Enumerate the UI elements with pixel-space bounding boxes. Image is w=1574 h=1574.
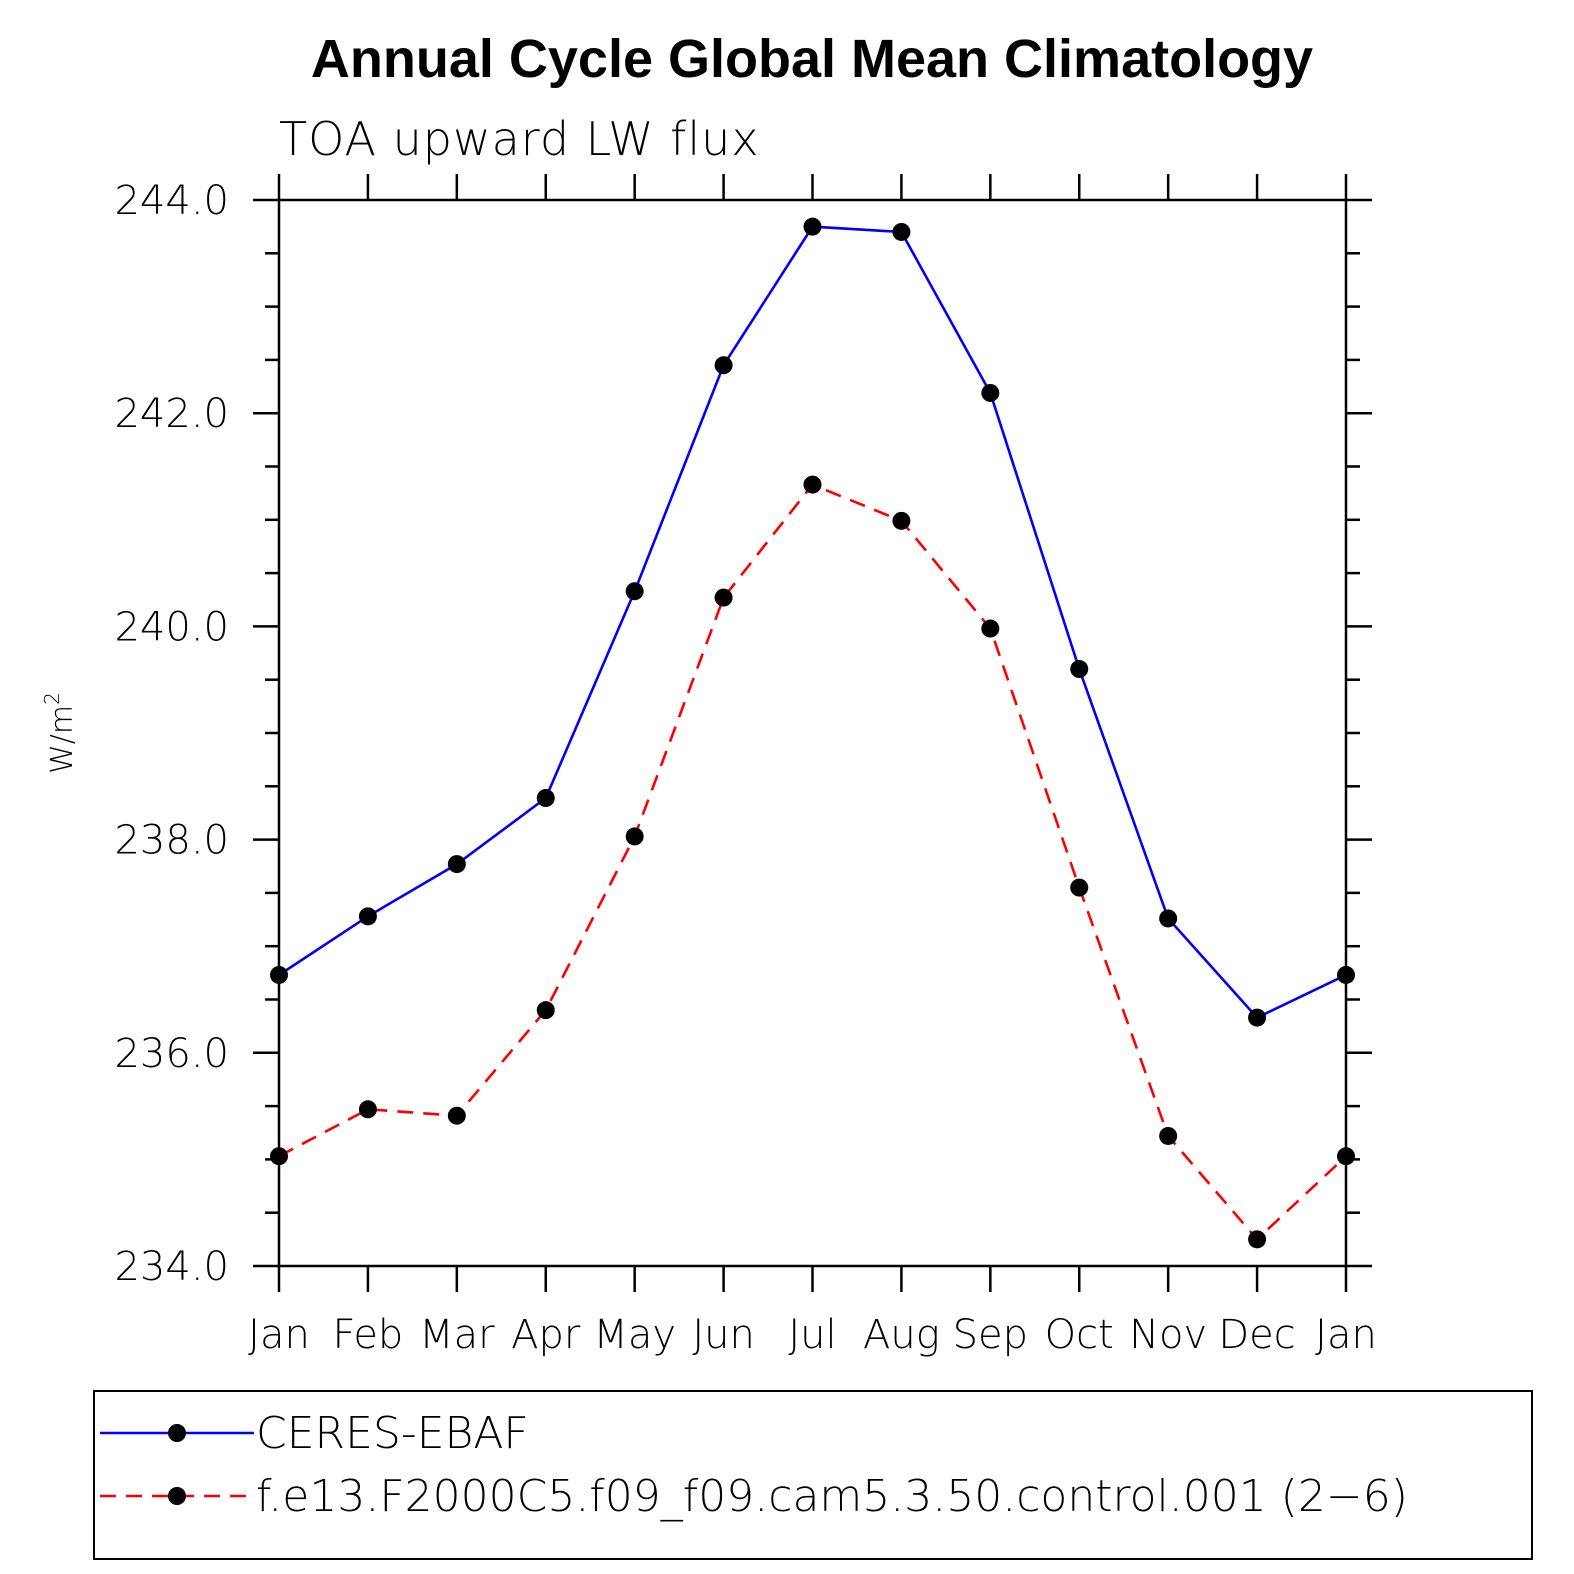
series-line <box>278 483 1347 1242</box>
y-tick-label: 240.0 <box>114 604 229 650</box>
y-tick-label: 234.0 <box>114 1244 229 1290</box>
x-tick-label: Sep <box>953 1312 1028 1358</box>
legend-item-2: f.e13.F2000C5.f09_f09.cam5.3.50.control.… <box>100 1471 1408 1522</box>
series-1 <box>270 217 1355 1027</box>
legend-label: f.e13.F2000C5.f09_f09.cam5.3.50.control.… <box>256 1471 1408 1522</box>
data-point <box>358 907 377 926</box>
x-tick-label: Jun <box>692 1312 755 1358</box>
y-tick-label: 236.0 <box>114 1031 229 1077</box>
legend-item-1: CERES-EBAF <box>100 1408 529 1459</box>
data-point <box>714 588 733 607</box>
legend-box <box>93 1390 1533 1560</box>
data-point <box>1070 878 1089 897</box>
series-2 <box>270 475 1355 1249</box>
data-point <box>981 383 1000 402</box>
data-point <box>536 789 555 808</box>
x-tick-label: Mar <box>419 1312 495 1358</box>
data-point <box>447 855 466 874</box>
data-point <box>1248 1230 1267 1249</box>
axis-ticks: 234.0 236.0 238.0 240.0 242.0 244.0 Jan Feb Mar A… <box>114 174 1377 1358</box>
data-point <box>714 356 733 375</box>
x-tick-label: May <box>593 1312 676 1358</box>
data-point <box>1159 909 1178 928</box>
data-point <box>803 217 822 236</box>
data-point <box>536 1001 555 1020</box>
y-tick-label: 242.0 <box>114 391 229 437</box>
chart-subtitle: TOA upward LW flux <box>279 112 760 166</box>
svg-text:W/m2: W/m2 <box>40 692 80 774</box>
chart-title: Annual Cycle Global Mean Climatology <box>311 29 1313 89</box>
x-tick-label: Feb <box>333 1312 404 1358</box>
data-point <box>358 1100 377 1119</box>
x-tick-label: Dec <box>1218 1312 1295 1358</box>
x-tick-label: Jan <box>1315 1312 1377 1358</box>
legend-label: CERES-EBAF <box>256 1408 529 1459</box>
data-point <box>892 222 911 241</box>
data-point <box>625 582 644 601</box>
legend: CERES-EBAF f.e13.F2000C5.f09_f09.cam5.3.5… <box>93 1390 1533 1560</box>
x-tick-label: Jan <box>248 1312 310 1358</box>
plot-frame <box>277 198 1348 1268</box>
data-point <box>803 475 822 494</box>
legend-marker <box>168 1487 186 1505</box>
data-point <box>981 619 1000 638</box>
x-tick-label: Aug <box>863 1312 940 1358</box>
data-point <box>447 1106 466 1125</box>
series-layer <box>270 217 1355 1249</box>
x-tick-label: Apr <box>511 1312 581 1358</box>
y-tick-label: 238.0 <box>114 818 229 864</box>
series-line <box>278 225 1347 1020</box>
data-point <box>625 827 644 846</box>
y-axis-label-superscript: 2 <box>40 692 64 705</box>
data-point <box>1248 1008 1267 1027</box>
y-axis-label: W/m2 <box>40 692 80 774</box>
data-point <box>892 511 911 530</box>
x-tick-label: Jul <box>788 1312 836 1358</box>
y-tick-label: 244.0 <box>114 178 229 224</box>
y-axis-label-text: W/m <box>45 705 80 774</box>
legend-marker <box>168 1424 186 1442</box>
data-point <box>1070 660 1089 679</box>
data-point <box>1159 1126 1178 1145</box>
x-tick-label: Nov <box>1129 1312 1207 1358</box>
x-tick-label: Oct <box>1045 1312 1114 1358</box>
